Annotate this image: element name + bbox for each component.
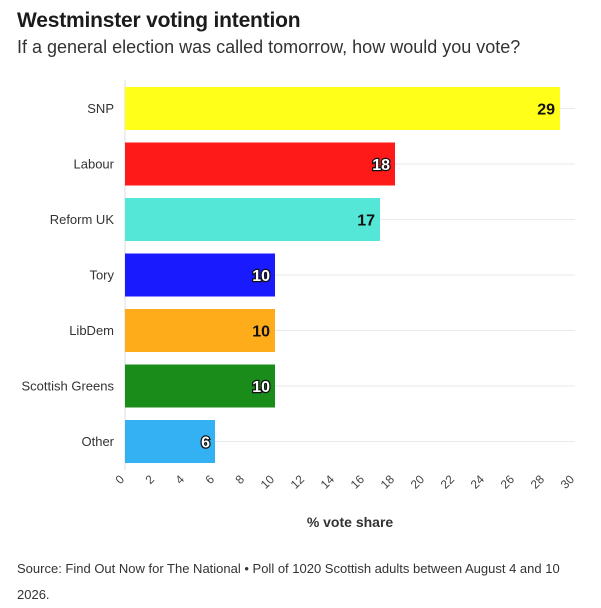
category-label: Tory (89, 268, 114, 283)
source-note: Source: Find Out Now for The National • … (17, 561, 560, 602)
value-label: 18 (372, 157, 390, 174)
category-labels: SNP Labour Reform UK Tory LibDem Scottish Gre… (22, 101, 115, 449)
bar (125, 198, 380, 241)
category-label: Labour (74, 157, 115, 172)
category-label: Other (81, 434, 114, 449)
category-label: Reform UK (50, 212, 115, 227)
category-label: SNP (87, 101, 114, 116)
x-tick-label: 10 (258, 472, 278, 492)
x-tick-label: 4 (172, 472, 187, 487)
category-label: LibDem (69, 323, 114, 338)
bar (125, 142, 395, 186)
bar-chart: SNP Labour Reform UK Tory LibDem Scottish Gre… (22, 80, 577, 530)
x-tick-label: 20 (408, 472, 428, 492)
x-tick-label: 6 (202, 472, 217, 487)
value-label: 10 (252, 324, 270, 341)
value-label: 10 (252, 379, 270, 396)
x-tick-label: 26 (498, 472, 518, 492)
x-tick-label: 28 (528, 472, 548, 492)
bar (125, 309, 275, 352)
x-tick-label: 30 (558, 472, 578, 492)
value-label: 29 (537, 102, 555, 119)
bar (125, 87, 560, 130)
x-tick-label: 2 (142, 472, 157, 487)
x-axis-label: % vote share (307, 514, 394, 530)
x-tick-label: 18 (378, 472, 398, 492)
x-tick-label: 0 (112, 472, 127, 487)
bars (125, 87, 560, 463)
value-label: 10 (252, 268, 270, 285)
x-tick-label: 8 (232, 472, 247, 487)
value-labels: 29 18 17 10 10 10 6 (200, 102, 555, 453)
value-label: 6 (201, 435, 210, 452)
x-tick-label: 22 (438, 472, 458, 492)
x-tick-labels: 0 2 4 6 8 10 12 14 16 18 20 22 24 26 28 30 (112, 472, 577, 492)
bar (125, 364, 275, 408)
x-tick-label: 14 (318, 472, 338, 492)
x-tick-label: 16 (348, 472, 368, 492)
value-label: 17 (357, 213, 375, 230)
x-tick-label: 12 (288, 472, 308, 492)
bar (125, 420, 215, 463)
x-tick-label: 24 (468, 472, 488, 492)
chart-subtitle: If a general election was called tomorro… (17, 37, 521, 57)
chart-title: Westminster voting intention (17, 9, 301, 32)
category-label: Scottish Greens (22, 379, 115, 394)
bar (125, 253, 275, 297)
